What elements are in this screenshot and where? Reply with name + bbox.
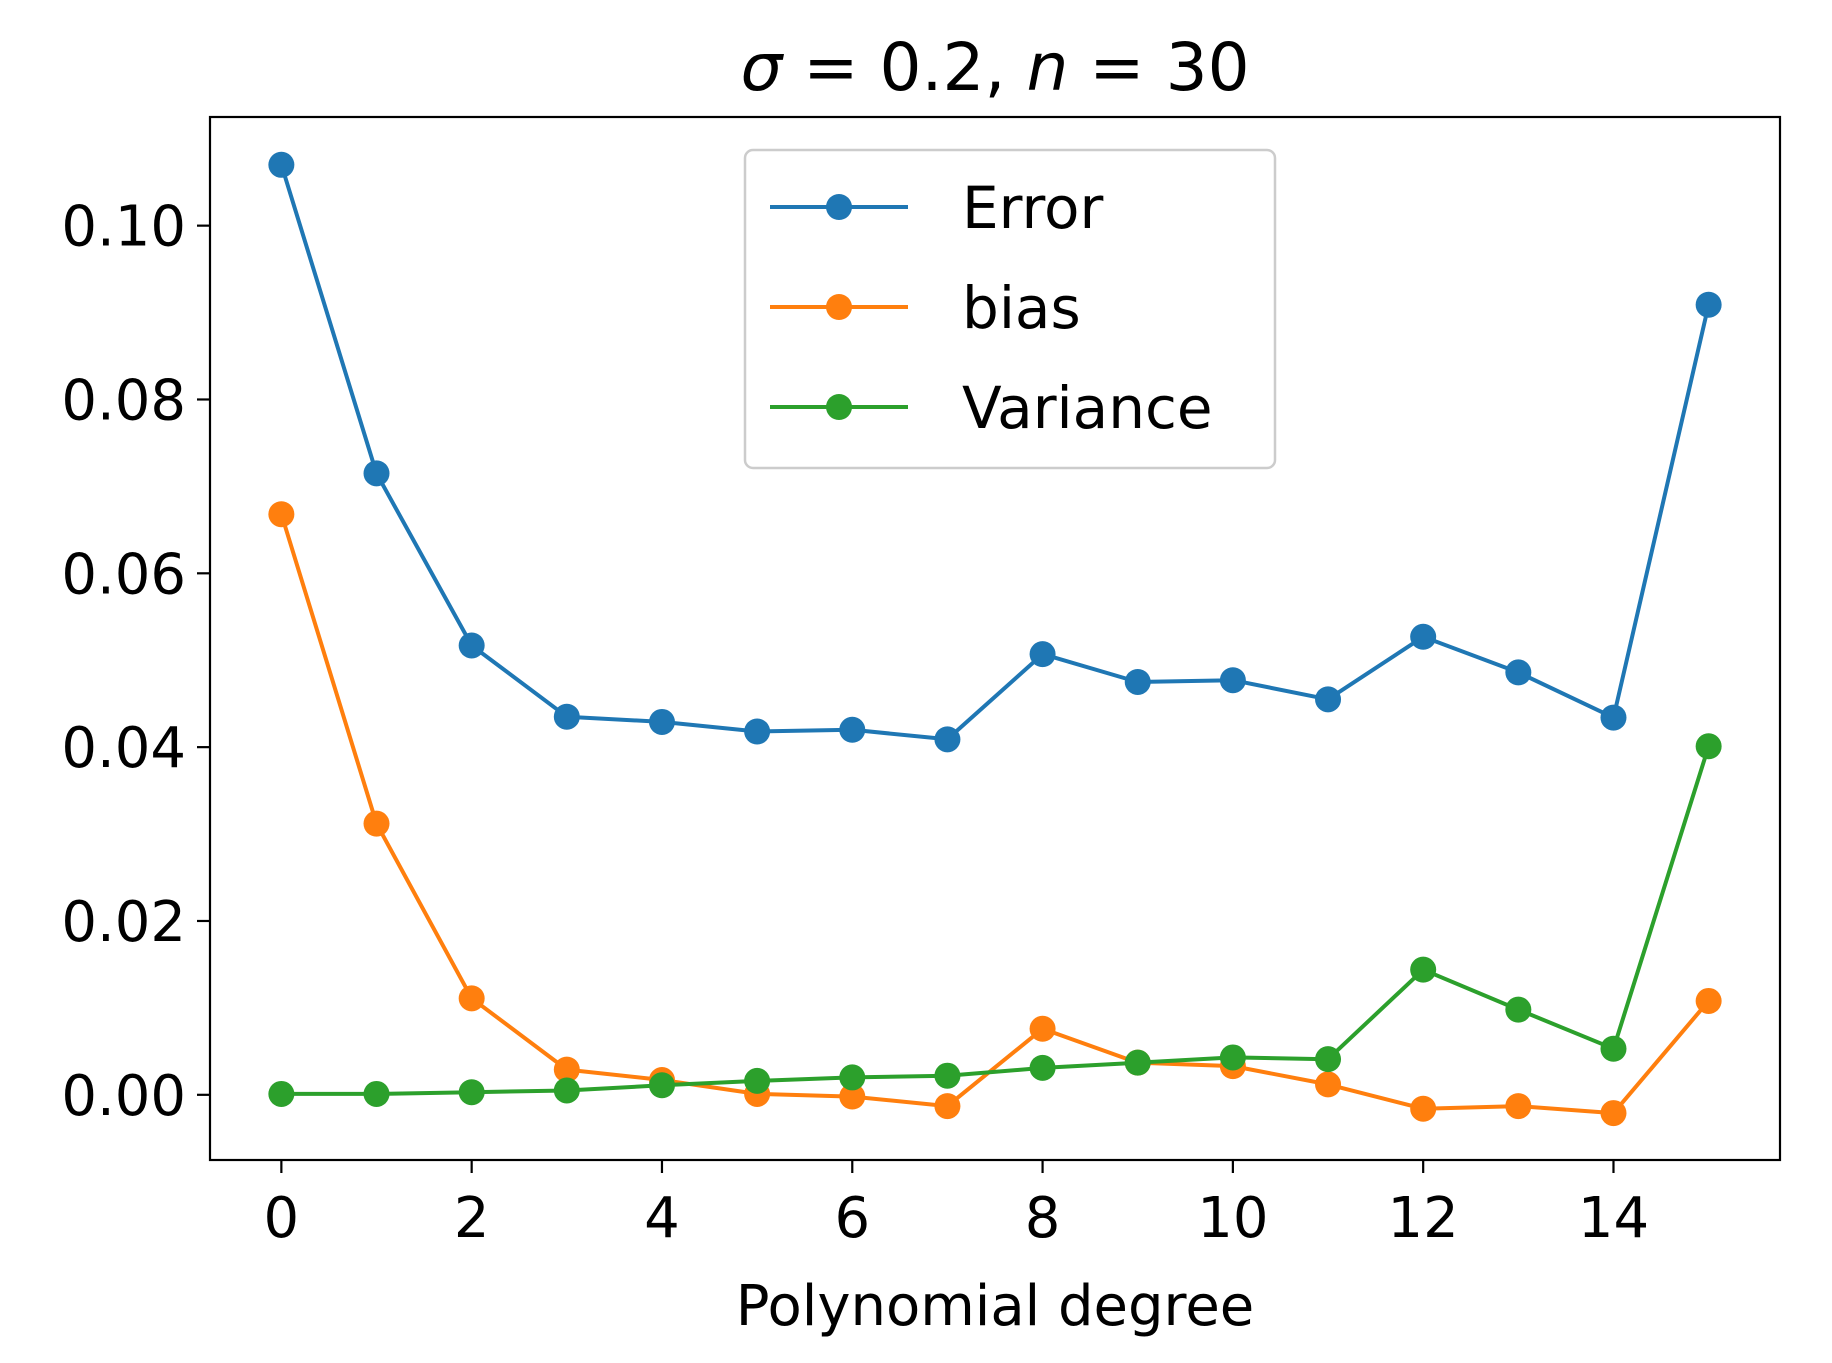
data-point-bias [1410, 1095, 1437, 1122]
data-point-variance [1505, 996, 1532, 1023]
legend: Error bias Variance [743, 148, 1277, 470]
data-point-error [648, 708, 675, 735]
x-tick-label: 2 [454, 1186, 490, 1251]
y-tick-label: 0.00 [61, 1064, 186, 1129]
data-point-variance [1410, 956, 1437, 983]
data-point-error [268, 151, 295, 178]
chart-title: σ = 0.2, n = 30 [740, 29, 1249, 106]
data-point-bias [268, 501, 295, 528]
data-point-variance [458, 1079, 485, 1106]
series-line-bias [279, 513, 1711, 1116]
y-tick-label: 0.04 [61, 716, 186, 781]
legend-item: bias [770, 274, 1081, 342]
legend-item: Error [770, 174, 1104, 242]
data-point-bias [553, 1056, 580, 1083]
data-point-error [1505, 659, 1532, 686]
data-point-variance [1029, 1054, 1056, 1081]
legend-frame [743, 148, 1277, 470]
data-point-error [1029, 641, 1056, 668]
data-point-variance [648, 1072, 675, 1099]
data-point-error [553, 703, 580, 730]
data-point-error [1410, 623, 1437, 650]
data-point-bias [1315, 1071, 1342, 1098]
data-point-error [839, 716, 866, 743]
chart-title-text: σ = 0.2, n = 30 [740, 29, 1249, 106]
data-point-bias [934, 1093, 961, 1120]
y-tick-label: 0.06 [61, 542, 186, 607]
x-tick-label: 0 [264, 1186, 300, 1251]
data-point-error [458, 632, 485, 659]
x-tick-label: 6 [834, 1186, 870, 1251]
data-point-variance [934, 1062, 961, 1089]
legend-marker [826, 294, 852, 320]
data-point-variance [839, 1064, 866, 1091]
data-point-bias [1695, 987, 1722, 1014]
data-point-variance [268, 1080, 295, 1107]
data-point-error [1219, 667, 1246, 694]
data-point-variance [1315, 1046, 1342, 1073]
data-point-error [363, 460, 390, 487]
legend-item: Variance [770, 374, 1213, 442]
x-tick-label: 10 [1197, 1186, 1268, 1251]
y-tick-label: 0.10 [61, 195, 186, 260]
data-point-variance [744, 1067, 771, 1094]
x-tick-label: 4 [644, 1186, 680, 1251]
data-point-error [934, 726, 961, 753]
x-axis-label: Polynomial degree [736, 1274, 1255, 1339]
legend-label: Variance [962, 374, 1213, 442]
legend-marker [826, 194, 852, 220]
data-point-bias [1505, 1093, 1532, 1120]
data-point-variance [363, 1080, 390, 1107]
legend-label: bias [962, 274, 1081, 342]
legend-label: Error [962, 174, 1104, 242]
series-variance [268, 733, 1722, 1107]
data-point-error [744, 718, 771, 745]
series-line-error [279, 164, 1711, 742]
data-point-variance [553, 1077, 580, 1104]
series-line-variance [281, 745, 1711, 1096]
data-point-error [1695, 291, 1722, 318]
y-tick-label: 0.08 [61, 368, 186, 433]
x-tick-label: 12 [1388, 1186, 1459, 1251]
data-point-variance [1695, 733, 1722, 760]
data-point-error [1124, 668, 1151, 695]
data-point-variance [1124, 1049, 1151, 1076]
y-axis: 0.00 0.02 0.04 0.06 0.08 0.10 [61, 195, 210, 1129]
series-bias [268, 501, 1722, 1127]
x-axis: 0 2 4 6 8 10 12 14 [264, 1160, 1649, 1251]
data-point-bias [1600, 1100, 1627, 1127]
x-tick-label: 8 [1025, 1186, 1061, 1251]
data-point-variance [1219, 1044, 1246, 1071]
plot-frame [208, 115, 1782, 1162]
series-error [268, 151, 1722, 753]
data-point-error [1600, 704, 1627, 731]
data-point-bias [839, 1083, 866, 1110]
x-tick-label: 14 [1578, 1186, 1649, 1251]
data-point-bias [363, 810, 390, 837]
y-tick-label: 0.02 [61, 890, 186, 955]
series-layer [268, 151, 1722, 1127]
legend-marker [826, 394, 852, 420]
data-point-error [1315, 686, 1342, 713]
data-point-variance [1600, 1035, 1627, 1062]
data-point-bias [458, 985, 485, 1012]
data-point-bias [1029, 1015, 1056, 1042]
